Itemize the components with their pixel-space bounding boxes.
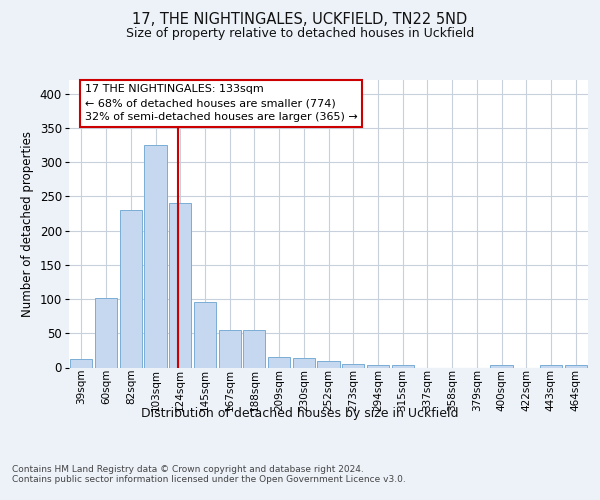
Bar xyxy=(95,298,117,368)
Bar xyxy=(145,145,167,368)
Text: 17, THE NIGHTINGALES, UCKFIELD, TN22 5ND: 17, THE NIGHTINGALES, UCKFIELD, TN22 5ND xyxy=(133,12,467,28)
Bar xyxy=(218,330,241,368)
Bar xyxy=(367,366,389,368)
Bar xyxy=(119,210,142,368)
Bar xyxy=(268,356,290,368)
Bar xyxy=(540,366,562,368)
Text: Distribution of detached houses by size in Uckfield: Distribution of detached houses by size … xyxy=(141,408,459,420)
Bar xyxy=(565,366,587,368)
Bar xyxy=(342,364,364,368)
Bar xyxy=(194,302,216,368)
Bar xyxy=(317,362,340,368)
Text: Contains HM Land Registry data © Crown copyright and database right 2024.
Contai: Contains HM Land Registry data © Crown c… xyxy=(12,465,406,484)
Bar xyxy=(392,366,414,368)
Bar xyxy=(169,203,191,368)
Y-axis label: Number of detached properties: Number of detached properties xyxy=(21,130,34,317)
Text: Size of property relative to detached houses in Uckfield: Size of property relative to detached ho… xyxy=(126,28,474,40)
Bar xyxy=(293,358,315,368)
Bar xyxy=(70,358,92,368)
Text: 17 THE NIGHTINGALES: 133sqm
← 68% of detached houses are smaller (774)
32% of se: 17 THE NIGHTINGALES: 133sqm ← 68% of det… xyxy=(85,84,358,122)
Bar xyxy=(243,330,265,368)
Bar xyxy=(490,366,512,368)
